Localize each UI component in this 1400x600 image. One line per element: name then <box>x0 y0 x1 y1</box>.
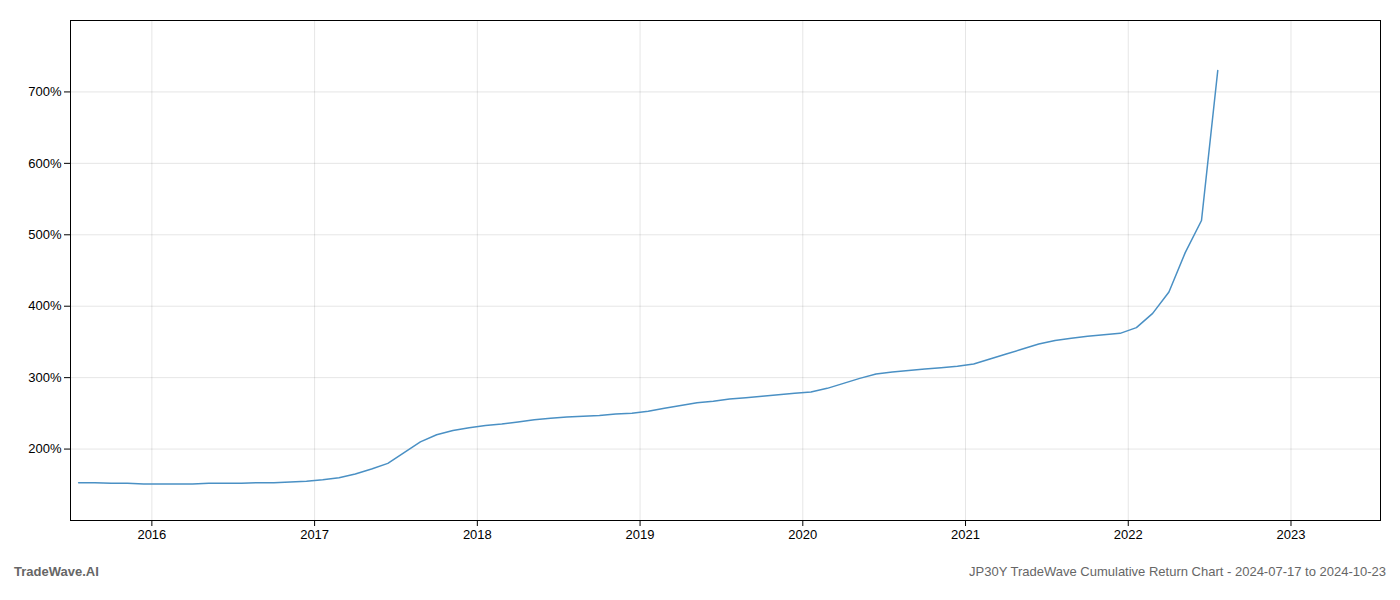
svg-text:600%: 600% <box>28 156 62 171</box>
svg-text:2020: 2020 <box>788 527 817 542</box>
svg-text:500%: 500% <box>28 227 62 242</box>
svg-text:2023: 2023 <box>1277 527 1306 542</box>
html-text:JP30Y TradeWave Cumulative Ret: JP30Y TradeWave Cumulative Return Chart … <box>969 564 1386 579</box>
svg-text:2018: 2018 <box>463 527 492 542</box>
svg-text:200%: 200% <box>28 441 62 456</box>
svg-text:2022: 2022 <box>1114 527 1143 542</box>
svg-text:700%: 700% <box>28 84 62 99</box>
svg-text:2021: 2021 <box>951 527 980 542</box>
html-text:TradeWave.AI: TradeWave.AI <box>14 564 99 579</box>
svg-text:400%: 400% <box>28 298 62 313</box>
svg-text:2016: 2016 <box>137 527 166 542</box>
svg-text:300%: 300% <box>28 370 62 385</box>
svg-text:2017: 2017 <box>300 527 329 542</box>
svg-text:2019: 2019 <box>626 527 655 542</box>
